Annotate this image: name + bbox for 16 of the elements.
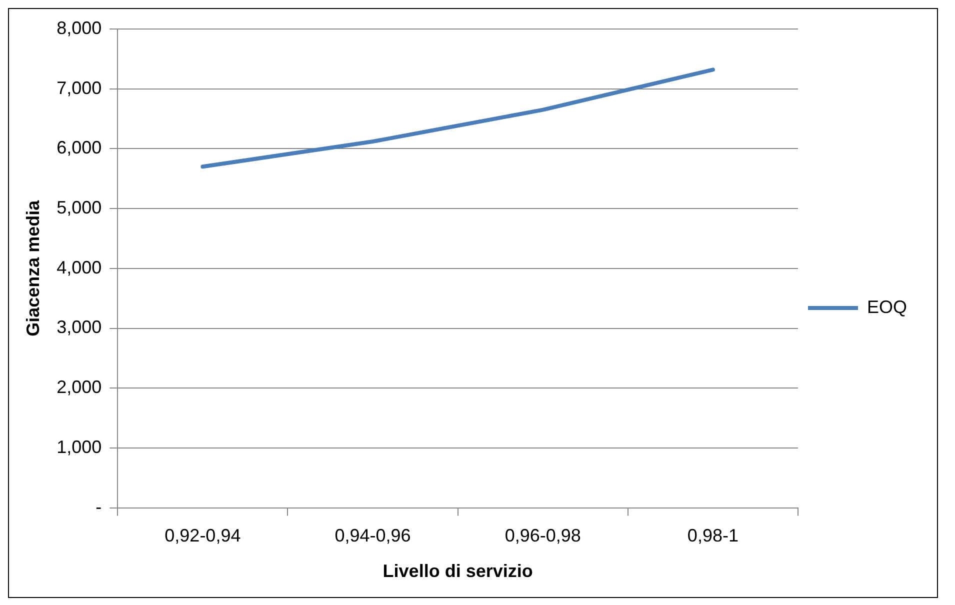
y-tick-label: 3,000 (56, 317, 102, 338)
y-tick-label: 7,000 (56, 78, 102, 98)
x-tick-label: 0,92-0,94 (164, 526, 241, 546)
y-tick-label: 1,000 (56, 436, 102, 457)
y-tick-label: 8,000 (56, 18, 102, 38)
y-tick-label: 6,000 (56, 138, 102, 158)
x-tick-label: 0,94-0,96 (334, 526, 411, 546)
y-tick-label: 4,000 (56, 257, 102, 278)
x-axis-title: Livello di servizio (382, 561, 533, 582)
y-axis-title: Giacenza media (22, 199, 43, 336)
x-tick-label: 0,98-1 (687, 526, 738, 546)
y-tick-label: 2,000 (56, 377, 102, 398)
x-tick-label: 0,96-0,98 (504, 526, 581, 546)
y-tick-label: 5,000 (56, 198, 102, 218)
y-tick-label: - (96, 496, 102, 517)
legend-label: EOQ (866, 296, 908, 317)
